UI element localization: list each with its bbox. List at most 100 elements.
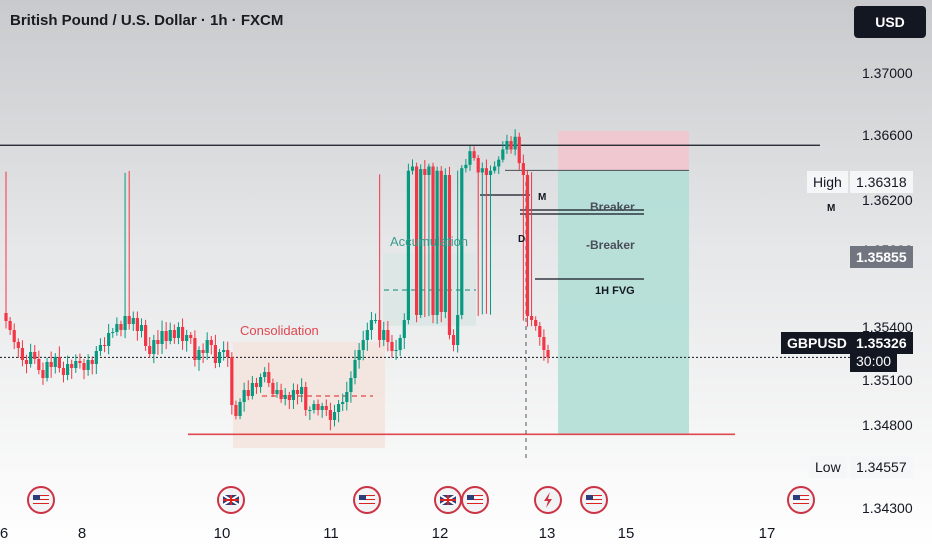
candle-body — [476, 158, 480, 173]
m-label: M — [538, 192, 546, 203]
candle-body — [115, 324, 119, 332]
lightning-icon — [544, 492, 552, 508]
candle-body — [468, 151, 472, 165]
candle-body — [378, 320, 382, 340]
high-value: 1.36318 — [850, 171, 913, 193]
candle-body — [386, 330, 390, 342]
us-flag-stripe-icon — [33, 503, 49, 504]
candle-body — [521, 163, 525, 175]
bar-countdown: 30:00 — [850, 350, 898, 372]
candle-body — [509, 141, 513, 150]
candle-body — [172, 330, 176, 338]
candle-body — [349, 378, 353, 392]
candle-body — [33, 352, 37, 359]
candle-body — [144, 325, 148, 346]
us-flag-stripe-icon — [793, 499, 809, 500]
candle-body — [213, 345, 218, 363]
candle-body — [287, 395, 291, 400]
y-tick-label: 1.35400 — [862, 319, 913, 335]
candle-body — [447, 175, 452, 335]
candle-body — [250, 383, 254, 396]
candle-body — [538, 326, 542, 337]
us-flag-stripe-icon — [793, 501, 809, 502]
x-tick-label: 6 — [0, 525, 8, 542]
uk-flag-cross-red-icon — [223, 495, 239, 505]
us-flag-stripe-icon — [586, 503, 602, 504]
candle-body — [497, 159, 501, 167]
candle-body — [197, 350, 201, 360]
candle-body — [4, 313, 8, 321]
candle-body — [53, 357, 57, 367]
candle-body — [139, 325, 144, 331]
candle-body — [82, 363, 86, 370]
currency-button[interactable]: USD — [854, 6, 926, 38]
candle-body — [460, 168, 464, 315]
candle-body — [525, 175, 530, 316]
candle-body — [275, 390, 279, 394]
candle-body — [156, 340, 160, 344]
candle-body — [217, 352, 222, 363]
candle-body — [283, 395, 287, 399]
low-label: Low — [809, 456, 847, 478]
candle-body — [242, 390, 246, 402]
candle-body — [464, 164, 468, 169]
stop-loss-zone — [558, 130, 689, 171]
symbol-label: GBPUSD — [781, 332, 853, 354]
candle-body — [373, 320, 378, 321]
candle-body — [480, 168, 484, 173]
candle-body — [488, 170, 493, 175]
candle-body — [493, 166, 497, 171]
candle-body — [365, 330, 369, 340]
candle-body — [148, 346, 152, 354]
candle-body — [8, 321, 12, 330]
candle-body — [398, 338, 402, 350]
candle-body — [328, 410, 332, 420]
level-value: 1.35855 — [850, 246, 913, 268]
candle-body — [78, 361, 82, 363]
candle-body — [353, 360, 357, 378]
us-flag-stripe-icon — [359, 503, 375, 504]
x-tick-label: 8 — [78, 525, 86, 542]
us-flag-stripe-icon — [586, 499, 602, 500]
candle-body — [123, 316, 127, 330]
us-flag-stripe-icon — [33, 501, 49, 502]
us-flag-stripe-icon — [33, 495, 49, 496]
candle-body — [180, 327, 185, 341]
current-price: 1.35326 — [850, 332, 913, 354]
candle-body — [271, 383, 275, 394]
candle-body — [24, 360, 29, 364]
candle-body — [176, 327, 181, 338]
candle-body — [16, 342, 20, 348]
candle-body — [320, 406, 324, 410]
us-flag-stripe-icon — [586, 497, 602, 498]
us-flag-stripe-icon — [793, 497, 809, 498]
us-flag-canton-icon — [467, 495, 474, 500]
x-tick-label: 13 — [539, 525, 556, 542]
y-tick-label: 1.36200 — [862, 192, 913, 208]
candle-body — [222, 350, 226, 352]
y-tick-label: 1.34800 — [862, 417, 913, 433]
candle-body — [505, 141, 509, 150]
candle-body — [291, 390, 296, 400]
candle-body — [451, 335, 456, 345]
candle-body — [230, 357, 234, 405]
us-flag-stripe-icon — [359, 495, 375, 496]
us-flag-canton-icon — [793, 495, 800, 500]
candle-body — [308, 410, 312, 411]
candle-body — [279, 390, 283, 399]
consolidation-label: Consolidation — [240, 323, 319, 338]
candle-body — [209, 340, 213, 345]
us-flag-stripe-icon — [33, 499, 49, 500]
candle-body — [357, 350, 361, 360]
candle-body — [263, 372, 267, 377]
candle-body — [517, 136, 521, 164]
candle-body — [394, 350, 398, 351]
y-tick-label: 1.36600 — [862, 127, 913, 143]
us-flag-stripe-icon — [467, 503, 483, 504]
candle-body — [324, 406, 328, 410]
us-flag-stripe-icon — [793, 503, 809, 504]
us-flag-canton-icon — [359, 495, 366, 500]
candle-body — [164, 331, 168, 341]
candle-body — [534, 320, 538, 326]
